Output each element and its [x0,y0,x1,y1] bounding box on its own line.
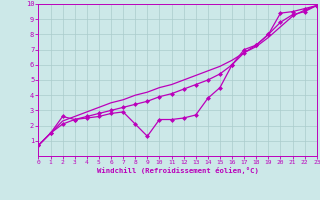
X-axis label: Windchill (Refroidissement éolien,°C): Windchill (Refroidissement éolien,°C) [97,167,259,174]
